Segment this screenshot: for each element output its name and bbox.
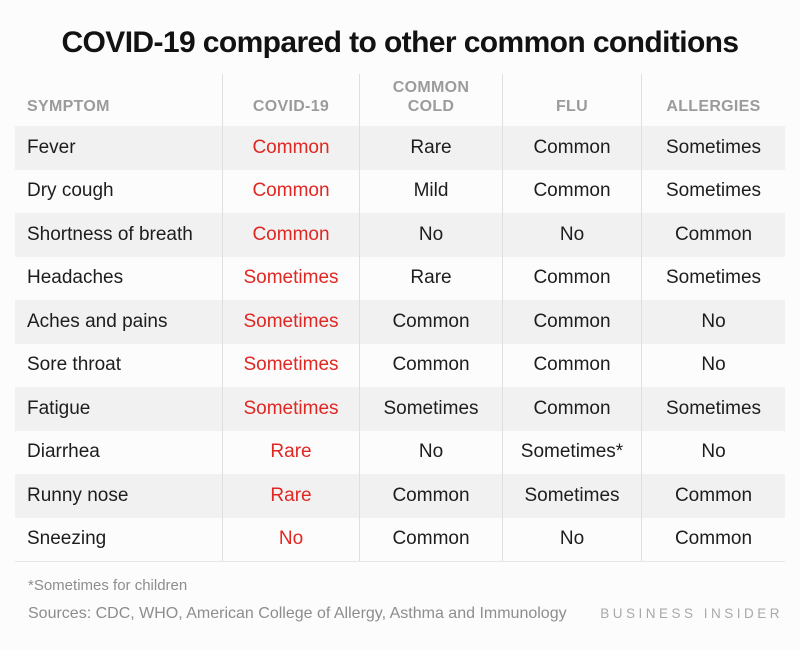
cell-covid-19: Rare xyxy=(222,430,359,474)
cell-covid-19: No xyxy=(222,517,359,561)
cell-symptom: Sneezing xyxy=(27,528,107,550)
cell-covid-19: Sometimes xyxy=(222,300,359,344)
infographic-page: COVID-19 compared to other common condit… xyxy=(15,26,785,623)
cell-flu: Common xyxy=(502,126,641,170)
cell-common-cold: No xyxy=(359,213,502,257)
header-label-allergies: ALLERGIES xyxy=(666,97,761,115)
cell-flu: Common xyxy=(502,169,641,213)
header-cell-symptom: SYMPTOM xyxy=(15,74,222,126)
header-cell-flu: FLU xyxy=(502,74,641,126)
table-row: Shortness of breath Common No No Common xyxy=(15,213,785,257)
business-insider-logo: BUSINESS INSIDER xyxy=(600,606,783,621)
cell-symptom: Dry cough xyxy=(27,180,114,202)
cell-flu: Common xyxy=(502,256,641,300)
cell-symptom: Sore throat xyxy=(27,354,121,376)
cell-allergies: No xyxy=(641,300,785,344)
cell-common-cold: Rare xyxy=(359,126,502,170)
cell-common-cold: Sometimes xyxy=(359,387,502,431)
cell-flu: Common xyxy=(502,387,641,431)
footer-row: Sources: CDC, WHO, American College of A… xyxy=(28,605,783,623)
cell-symptom: Runny nose xyxy=(27,484,129,506)
cell-covid-19: Common xyxy=(222,213,359,257)
table-row: Fatigue Sometimes Sometimes Common Sometimes xyxy=(15,387,785,431)
cell-flu: Common xyxy=(502,300,641,344)
cell-allergies: Sometimes xyxy=(641,387,785,431)
sources-text: Sources: CDC, WHO, American College of A… xyxy=(28,605,567,622)
header-label-symptom: SYMPTOM xyxy=(27,97,110,115)
table-row: Headaches Sometimes Rare Common Sometimes xyxy=(15,256,785,300)
cell-covid-19: Sometimes xyxy=(222,256,359,300)
cell-symptom: Fever xyxy=(27,136,76,158)
table-row: Sneezing No Common No Common xyxy=(15,517,785,561)
symptoms-comparison-table: SYMPTOM COVID-19 COMMON COLD FLU ALLERGIES F… xyxy=(15,74,785,562)
header-cell-covid-19: COVID-19 xyxy=(222,74,359,126)
cell-common-cold: Common xyxy=(359,517,502,561)
cell-symptom: Headaches xyxy=(27,267,124,289)
cell-common-cold: Common xyxy=(359,343,502,387)
cell-flu: No xyxy=(502,517,641,561)
cell-covid-19: Common xyxy=(222,169,359,213)
table-footnote: *Sometimes for children xyxy=(28,577,188,594)
header-label-flu: FLU xyxy=(555,97,588,115)
cell-allergies: Common xyxy=(641,213,785,257)
header-label-covid-19: COVID-19 xyxy=(252,97,330,115)
cell-covid-19: Sometimes xyxy=(222,387,359,431)
cell-flu: Common xyxy=(502,343,641,387)
cell-symptom: Aches and pains xyxy=(27,310,168,332)
cell-flu: Sometimes xyxy=(502,474,641,518)
table-row: Sore throat Sometimes Common Common No xyxy=(15,343,785,387)
cell-covid-19: Rare xyxy=(222,474,359,518)
page-title: COVID-19 compared to other common condit… xyxy=(61,26,739,59)
table-row: Runny nose Rare Common Sometimes Common xyxy=(15,474,785,518)
cell-allergies: Common xyxy=(641,517,785,561)
table-body: Fever Common Rare Common Sometimes Dry cough C… xyxy=(15,126,785,562)
cell-allergies: Common xyxy=(641,474,785,518)
table-row: Fever Common Rare Common Sometimes xyxy=(15,126,785,170)
table-row: Aches and pains Sometimes Common Common No xyxy=(15,300,785,344)
cell-symptom: Fatigue xyxy=(27,397,91,419)
cell-common-cold: Mild xyxy=(359,169,502,213)
cell-flu: Sometimes* xyxy=(502,430,641,474)
table-header-row: SYMPTOM COVID-19 COMMON COLD FLU ALLERGIES xyxy=(15,74,785,126)
cell-covid-19: Common xyxy=(222,126,359,170)
cell-allergies: No xyxy=(641,343,785,387)
table-row: Diarrhea Rare No Sometimes* No xyxy=(15,430,785,474)
cell-common-cold: Rare xyxy=(359,256,502,300)
header-cell-allergies: ALLERGIES xyxy=(641,74,785,126)
header-label-common-cold: COMMON COLD xyxy=(392,79,470,115)
cell-common-cold: Common xyxy=(359,474,502,518)
cell-allergies: Sometimes xyxy=(641,256,785,300)
cell-flu: No xyxy=(502,213,641,257)
cell-allergies: Sometimes xyxy=(641,126,785,170)
cell-allergies: No xyxy=(641,430,785,474)
cell-covid-19: Sometimes xyxy=(222,343,359,387)
cell-common-cold: Common xyxy=(359,300,502,344)
cell-allergies: Sometimes xyxy=(641,169,785,213)
table-row: Dry cough Common Mild Common Sometimes xyxy=(15,169,785,213)
cell-symptom: Diarrhea xyxy=(27,441,100,463)
cell-common-cold: No xyxy=(359,430,502,474)
cell-symptom: Shortness of breath xyxy=(27,223,193,245)
header-cell-common-cold: COMMON COLD xyxy=(359,74,502,126)
